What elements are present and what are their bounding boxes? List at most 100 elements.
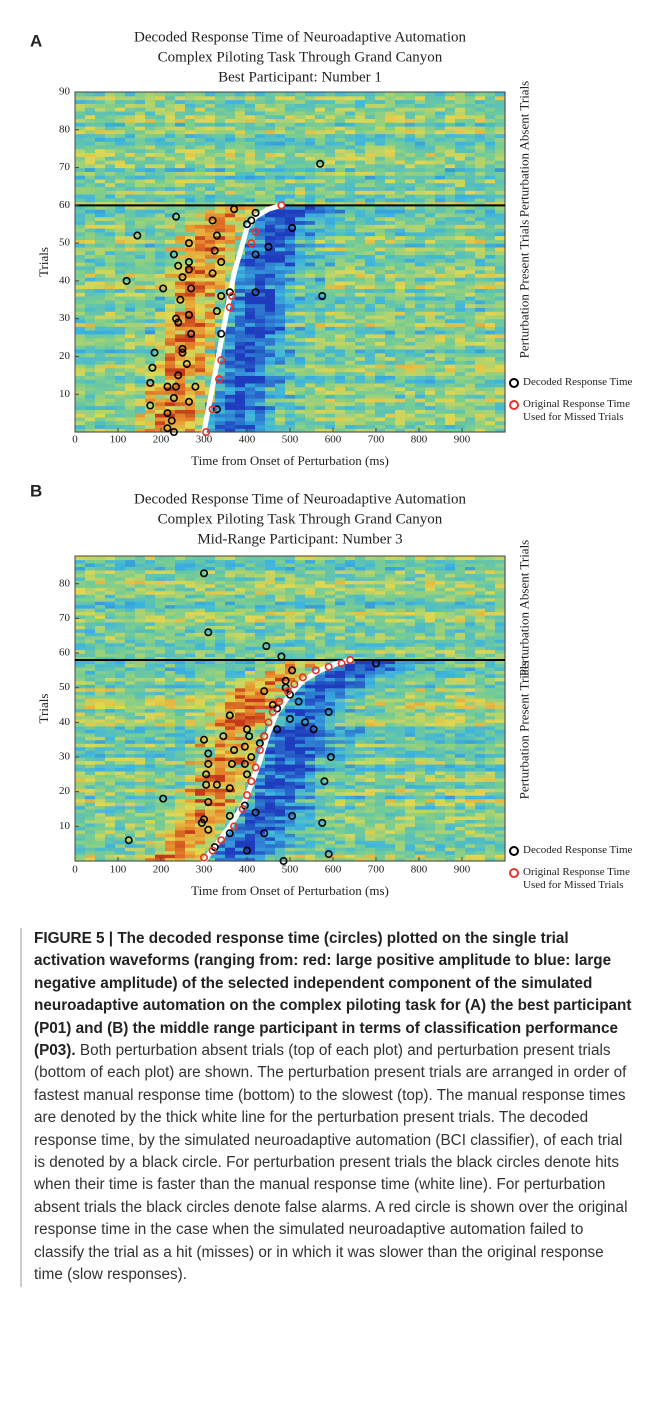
heat-cell (375, 288, 386, 292)
heat-cell (145, 171, 156, 175)
heat-cell (265, 126, 276, 130)
heat-cell (365, 379, 376, 383)
heat-cell (105, 107, 116, 111)
heat-cell (395, 799, 406, 803)
heat-cell (285, 409, 296, 413)
heat-cell (405, 353, 416, 357)
heat-cell (75, 417, 86, 421)
heat-cell (305, 421, 316, 425)
heat-cell (395, 137, 406, 141)
heat-cell (345, 809, 356, 813)
heat-cell (485, 194, 496, 198)
heat-cell (185, 781, 196, 785)
heat-cell (255, 311, 266, 315)
heat-cell (205, 341, 216, 345)
heat-cell (305, 149, 316, 153)
heat-cell (175, 806, 186, 810)
heat-cell (425, 424, 436, 428)
heat-cell (125, 156, 136, 160)
heat-cell (445, 322, 456, 326)
heat-cell (195, 307, 206, 311)
heat-cell (285, 149, 296, 153)
heat-cell (415, 844, 426, 848)
heat-cell (175, 781, 186, 785)
heat-cell (115, 788, 126, 792)
heat-cell (475, 322, 486, 326)
heat-cell (135, 149, 146, 153)
heat-cell (305, 844, 316, 848)
heat-cell (285, 186, 296, 190)
heat-cell (145, 315, 156, 319)
heat-cell (115, 330, 126, 334)
heat-cell (355, 840, 366, 844)
heat-cell (265, 809, 276, 813)
heat-cell (255, 319, 266, 323)
heat-cell (495, 421, 506, 425)
heat-cell (475, 183, 486, 187)
heat-cell (455, 417, 466, 421)
heat-cell (95, 258, 106, 262)
heat-cell (175, 785, 186, 789)
heat-cell (335, 100, 346, 104)
heat-cell (305, 402, 316, 406)
heat-cell (155, 160, 166, 164)
heat-cell (335, 92, 346, 96)
heat-cell (295, 844, 306, 848)
heat-cell (105, 417, 116, 421)
heat-cell (355, 220, 366, 224)
heat-cell (405, 781, 416, 785)
heat-cell (325, 341, 336, 345)
heat-cell (325, 816, 336, 820)
heat-cell (325, 424, 336, 428)
heat-cell (415, 372, 426, 376)
heat-cell (335, 840, 346, 844)
heat-cell (115, 799, 126, 803)
heat-cell (365, 198, 376, 202)
heat-cell (305, 285, 316, 289)
heat-cell (205, 806, 216, 810)
heat-cell (365, 338, 376, 342)
heat-cell (345, 228, 356, 232)
heat-cell (95, 387, 106, 391)
heat-cell (205, 160, 216, 164)
heat-cell (325, 802, 336, 806)
heat-cell (165, 809, 176, 813)
heat-cell (75, 847, 86, 851)
heat-cell (445, 168, 456, 172)
heat-cell (375, 126, 386, 130)
heat-cell (275, 171, 286, 175)
heat-cell (305, 840, 316, 844)
heat-cell (495, 390, 506, 394)
heat-cell (275, 364, 286, 368)
heat-cell (495, 353, 506, 357)
heat-cell (155, 145, 166, 149)
heat-cell (455, 213, 466, 217)
heat-cell (255, 802, 266, 806)
heat-cell (95, 168, 106, 172)
heat-cell (485, 372, 496, 376)
heat-cell (275, 809, 286, 813)
heat-cell (145, 175, 156, 179)
heat-cell (145, 812, 156, 816)
heat-cell (385, 213, 396, 217)
heat-cell (115, 338, 126, 342)
heat-cell (225, 171, 236, 175)
heat-cell (465, 156, 476, 160)
heat-cell (285, 387, 296, 391)
heat-cell (455, 285, 466, 289)
heat-cell (435, 137, 446, 141)
heat-cell (305, 190, 316, 194)
heat-cell (285, 840, 296, 844)
heat-cell (165, 228, 176, 232)
heat-cell (455, 809, 466, 813)
heat-cell (275, 781, 286, 785)
heat-cell (495, 288, 506, 292)
heat-cell (185, 413, 196, 417)
heat-cell (105, 806, 116, 810)
heat-cell (315, 183, 326, 187)
heat-cell (125, 270, 136, 274)
heat-cell (465, 175, 476, 179)
heat-cell (245, 103, 256, 107)
heat-cell (425, 152, 436, 156)
heat-cell (335, 383, 346, 387)
